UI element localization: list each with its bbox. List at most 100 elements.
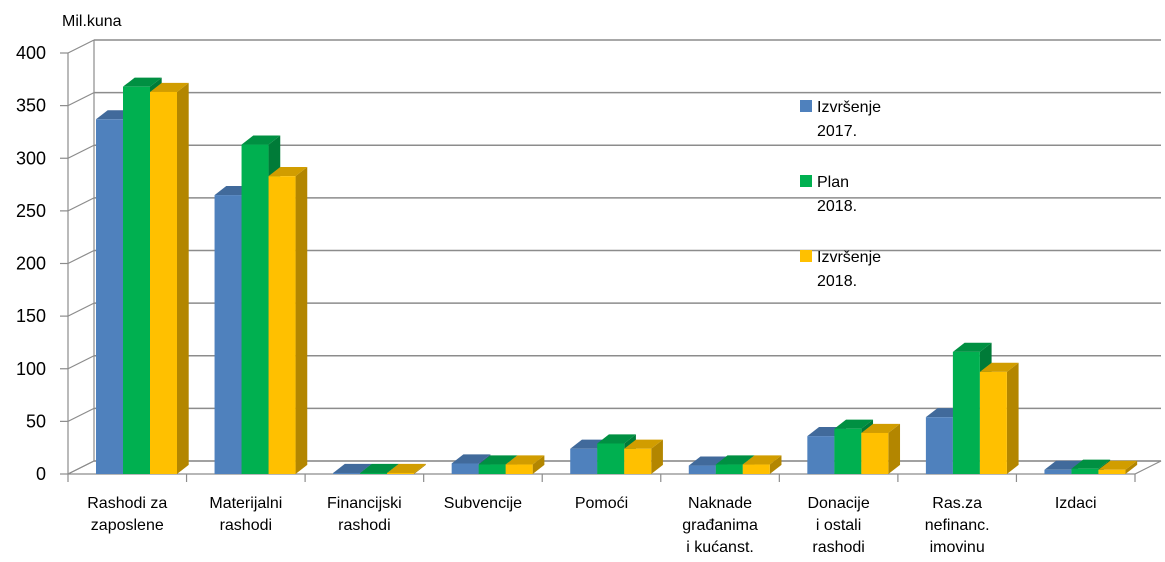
x-category-label: Naknade [688, 495, 752, 512]
x-category-label: Financijski [327, 495, 402, 512]
bar-front [979, 371, 1007, 474]
x-category-label: i ostali [816, 517, 861, 534]
bar-front [952, 351, 980, 474]
bar-side [1006, 362, 1019, 474]
bar-front [478, 464, 506, 474]
bar [505, 455, 545, 474]
x-category-label: Pomoći [575, 495, 628, 512]
x-category-label: rashodi [338, 517, 390, 534]
legend-swatch [800, 100, 812, 112]
y-tick-label: 200 [16, 254, 46, 274]
bar-front [214, 195, 242, 474]
bar-top [268, 167, 308, 177]
bar [624, 439, 663, 474]
x-axis-labels: Rashodi za zaposlene Materijalni rashodi Fin… [67, 474, 1136, 556]
bar-front [360, 472, 388, 474]
bar-front [834, 428, 862, 474]
bar-front [505, 464, 533, 474]
bar-top [742, 455, 782, 465]
bar-top [979, 362, 1019, 372]
bar-front [570, 448, 598, 474]
y-tick-label: 350 [16, 96, 46, 116]
y-axis-ticks: 0 50 100 150 200 250 300 350 400 [16, 43, 68, 484]
bar-top [123, 77, 162, 87]
bar-top [150, 82, 189, 92]
x-category-label: Subvencije [444, 495, 522, 512]
bar-top [360, 463, 399, 473]
bar-top [597, 434, 636, 444]
x-category-label: rashodi [220, 517, 272, 534]
gridline-side [67, 302, 95, 317]
y-tick-label: 150 [16, 306, 46, 326]
legend-label: Izvršenje [817, 99, 881, 116]
gridline-side [67, 144, 95, 159]
bar-front [241, 144, 269, 474]
bar [861, 423, 901, 474]
bar-top [952, 342, 992, 352]
bar-top [451, 454, 491, 464]
bar [742, 455, 782, 474]
legend-label: Izvršenje [817, 249, 881, 266]
bar-front [925, 417, 953, 474]
gridline-side [67, 355, 95, 370]
x-category-label: zaposlene [91, 517, 164, 534]
bar-front [807, 436, 835, 474]
x-category-label: Ras.za [932, 495, 982, 512]
bar-top [241, 135, 281, 145]
legend-label: 2018. [817, 273, 857, 290]
y-tick-label: 300 [16, 148, 46, 168]
legend-entry: Plan 2018. [800, 174, 857, 215]
y-tick-label: 50 [26, 411, 46, 431]
bar-side [769, 455, 782, 474]
bar [150, 82, 189, 474]
bar-top [834, 419, 874, 429]
bar-top [1071, 459, 1111, 469]
bars [96, 77, 1138, 475]
bar-side [651, 439, 663, 474]
bar-front [333, 472, 361, 474]
bar-front [451, 463, 479, 474]
x-category-label: nefinanc. [925, 517, 990, 534]
legend-label: Plan [817, 174, 849, 191]
bar-top [387, 463, 426, 473]
legend-swatch [800, 175, 812, 187]
bar-side [532, 455, 545, 474]
gridline-side [67, 407, 95, 422]
y-tick-label: 400 [16, 43, 46, 63]
gridline-side [67, 197, 95, 212]
bar [1098, 460, 1138, 474]
x-category-label: rashodi [812, 539, 864, 556]
bar-top [1098, 460, 1138, 470]
legend-entry: Izvršenje 2017. [800, 99, 881, 140]
bar-front [1044, 469, 1072, 474]
x-category-label: Donacije [807, 495, 869, 512]
bar-top [505, 455, 545, 465]
bar-front [624, 448, 652, 474]
x-category-label: Rashodi za [87, 495, 167, 512]
bar-top [861, 423, 901, 433]
bar-front [742, 464, 770, 474]
bar-front [268, 176, 296, 474]
bar-side [1125, 460, 1138, 474]
bar-top [478, 455, 518, 465]
x-category-label: Materijalni [209, 495, 282, 512]
x-category-label: građanima [682, 517, 758, 534]
bar-side [888, 423, 901, 474]
y-tick-label: 250 [16, 201, 46, 221]
bar-front [1071, 468, 1099, 474]
x-category-label: Izdaci [1055, 495, 1097, 512]
bar-front [1098, 469, 1126, 474]
bar [979, 362, 1019, 474]
bar-front [123, 86, 150, 475]
bar [387, 463, 426, 474]
bar-front [597, 443, 625, 474]
x-category-label: imovinu [930, 539, 985, 556]
x-category-label: i kućanst. [686, 539, 754, 556]
bar-front [150, 91, 177, 474]
bar [268, 167, 308, 475]
bar-top [624, 439, 663, 449]
bar [597, 434, 636, 474]
gridline-side [67, 249, 95, 265]
legend-swatch [800, 250, 812, 262]
